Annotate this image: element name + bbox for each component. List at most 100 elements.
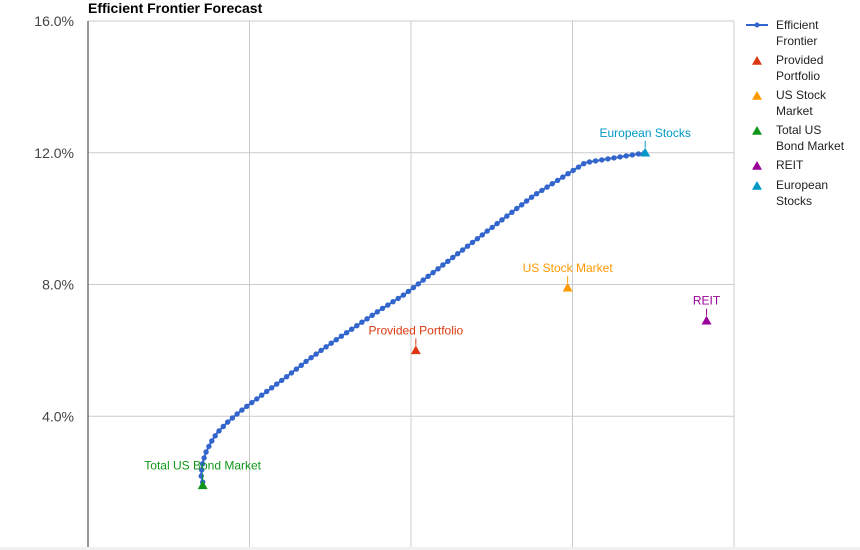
y-axis-tick-labels: 4.0% 8.0% 12.0% 16.0% (34, 13, 74, 424)
legend-triangle-swatch (752, 91, 762, 100)
y-tick-label-1: 4.0% (42, 408, 74, 424)
legend-item-total-us-bond-market[interactable]: Total US Bond Market (752, 123, 845, 153)
frontier-marker-10 (216, 428, 222, 434)
provided-portfolio-marker (410, 345, 421, 355)
frontier-marker-43 (379, 305, 386, 312)
frontier-marker-67 (499, 217, 505, 223)
legend-triangle-swatch (752, 56, 762, 65)
frontier-marker-78 (554, 177, 561, 184)
frontier-marker-44 (385, 302, 391, 308)
frontier-marker-92 (635, 151, 642, 157)
legend-label: Efficient Frontier (776, 18, 819, 48)
frontier-marker-91 (629, 152, 635, 158)
frontier-marker-57 (450, 254, 456, 261)
frontier-marker-72 (523, 198, 530, 204)
frontier-marker-3 (199, 467, 205, 473)
frontier-marker-87 (605, 156, 611, 162)
frontier-marker-55 (440, 262, 446, 268)
frontier-marker-16 (244, 403, 250, 409)
legend-triangle-swatch (752, 126, 762, 135)
frontier-marker-52 (425, 273, 431, 279)
frontier-marker-19 (259, 392, 265, 398)
frontier-marker-39 (359, 319, 365, 325)
frontier-marker-66 (494, 220, 500, 227)
frontier-marker-29 (308, 355, 314, 361)
frontier-marker-9 (212, 433, 218, 439)
frontier-marker-45 (390, 299, 396, 305)
us-stock-market-point-label: US Stock Market (523, 261, 614, 275)
frontier-marker-81 (570, 167, 576, 174)
frontier-marker-59 (459, 247, 466, 253)
y-tick-label-2: 8.0% (42, 277, 74, 293)
legend-item-provided-portfolio[interactable]: Provided Portfolio (752, 53, 823, 83)
provided-portfolio-point-label: Provided Portfolio (368, 323, 463, 337)
legend-item-efficient-frontier[interactable]: Efficient Frontier (746, 18, 819, 48)
reit-marker (701, 315, 712, 325)
frontier-marker-27 (298, 362, 304, 368)
frontier-marker-14 (234, 411, 240, 417)
frontier-marker-22 (274, 381, 280, 387)
point-labels: Provided Portfolio US Stock Market Total U… (144, 126, 721, 481)
frontier-marker-36 (343, 330, 350, 336)
frontier-marker-33 (328, 340, 334, 346)
legend-item-reit[interactable]: REIT (752, 158, 804, 172)
frontier-marker-28 (303, 358, 309, 365)
frontier-marker-35 (338, 333, 345, 339)
frontier-marker-58 (455, 251, 461, 257)
frontier-marker-71 (519, 202, 525, 208)
frontier-marker-63 (479, 232, 485, 238)
legend-item-us-stock-market[interactable]: US Stock Market (752, 88, 827, 118)
frontier-marker-48 (405, 288, 412, 295)
frontier-marker-70 (514, 205, 520, 212)
frontier-marker-11 (220, 423, 226, 430)
legend-label: Total US Bond Market (776, 123, 845, 153)
frontier-marker-17 (249, 399, 255, 406)
frontier-marker-13 (229, 415, 236, 421)
legend-label: European Stocks (776, 178, 828, 208)
total-us-bond-market-marker (197, 480, 208, 490)
frontier-marker-37 (349, 326, 355, 332)
frontier-marker-32 (323, 344, 329, 350)
frontier-marker-41 (369, 312, 375, 318)
frontier-marker-56 (445, 258, 451, 264)
frontier-marker-51 (420, 277, 426, 283)
frontier-marker-4 (199, 461, 206, 467)
frontier-marker-38 (354, 323, 360, 329)
frontier-marker-65 (489, 224, 495, 231)
frontier-marker-84 (586, 159, 593, 165)
legend-label: Provided Portfolio (776, 53, 823, 83)
frontier-marker-31 (318, 347, 324, 354)
frontier-marker-77 (549, 181, 555, 187)
frontier-marker-18 (254, 396, 260, 402)
frontier-marker-80 (565, 171, 571, 177)
frontier-marker-82 (575, 164, 582, 170)
efficient-frontier-line (200, 151, 646, 483)
legend-triangle-swatch (752, 181, 762, 190)
frontier-marker-60 (464, 243, 471, 249)
series-layer (197, 147, 712, 490)
legend-label: US Stock Market (776, 88, 827, 118)
european-stocks-marker (640, 147, 651, 157)
frontier-marker-50 (415, 281, 421, 287)
frontier-marker-15 (239, 407, 245, 413)
us-stock-market-marker (562, 282, 573, 292)
frontier-marker-25 (288, 370, 295, 376)
frontier-marker-88 (611, 155, 617, 161)
total-us-bond-market-point-label: Total US Bond Market (144, 458, 261, 472)
bottom-strip (0, 547, 860, 550)
y-tick-label-3: 12.0% (34, 145, 74, 161)
frontier-marker-85 (592, 158, 599, 164)
frontier-marker-49 (410, 284, 417, 291)
frontier-marker-86 (599, 157, 605, 163)
frontier-marker-23 (279, 377, 285, 384)
frontier-marker-34 (333, 337, 339, 343)
frontier-marker-6 (203, 449, 209, 455)
frontier-marker-54 (435, 266, 441, 272)
european-stocks-point-label: European Stocks (599, 126, 690, 140)
frontier-marker-5 (201, 455, 207, 461)
frontier-marker-26 (293, 366, 300, 372)
legend-marker-swatch (754, 22, 760, 28)
legend-item-european-stocks[interactable]: European Stocks (752, 178, 828, 208)
frontier-marker-74 (533, 191, 540, 197)
